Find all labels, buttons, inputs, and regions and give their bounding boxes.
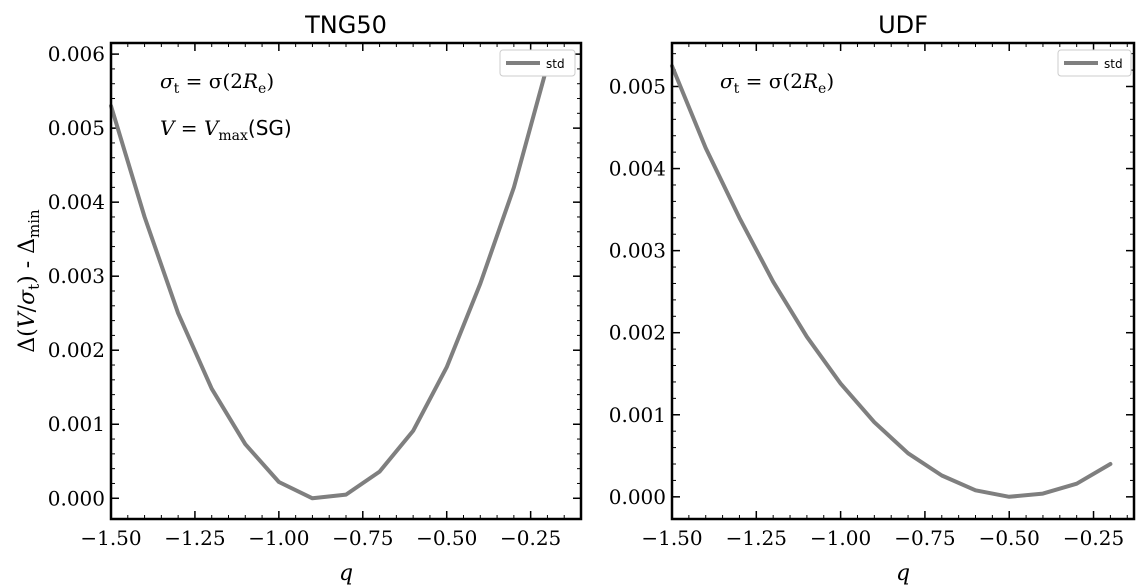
series-lines [109,63,550,501]
x-tick-label: −1.50 [80,526,141,550]
panel-title: UDF [878,11,928,39]
y-tick-marks [672,53,1134,498]
y-tick-label: 0.006 [48,42,105,66]
series-lines [670,64,1113,499]
plot-frame [109,41,583,521]
legend-label: std [546,57,565,71]
y-axis-label: Δ(V/σt) - Δmin [15,209,43,353]
x-tick-label: −0.25 [1063,526,1124,550]
x-tick-label: −1.50 [641,526,702,550]
y-tick-label: 0.001 [48,412,105,436]
x-tick-label: −1.25 [726,526,787,550]
y-tick-label: 0.003 [609,239,666,263]
panel-tng50: TNG50 0.0000.0010.0020.0030.0040.0050.00… [15,11,583,585]
x-tick-label: −0.75 [332,526,393,550]
y-tick-label: 0.002 [48,338,105,362]
x-tick-label: −0.50 [979,526,1040,550]
y-tick-label: 0.005 [609,74,666,98]
panel-udf: UDF 0.000 0.001 0.002 0.003 0.004 0.005 −1.50… [609,11,1136,585]
series-line-std [670,64,1113,499]
y-tick-label: 0.003 [48,264,105,288]
y-tick-label: 0.004 [609,157,666,181]
x-axis-label: q [896,561,910,585]
x-tick-labels: −1.50 −1.25 −1.00 −0.75 −0.50 −0.25 [641,526,1124,550]
x-tick-labels: −1.50 −1.25 −1.00 −0.75 −0.50 −0.25 [80,526,561,550]
plot-frame [670,41,1136,521]
x-tick-label: −1.25 [164,526,225,550]
x-axis-label: q [339,561,353,585]
panel-title: TNG50 [304,11,387,39]
annotation-line2: V = Vmax(SG) [160,116,292,144]
x-tick-label: −0.75 [894,526,955,550]
x-tick-label: −1.00 [810,526,871,550]
y-tick-label: 0.004 [48,190,105,214]
y-tick-label: 0.000 [609,485,666,509]
y-tick-label: 0.000 [48,486,105,510]
y-tick-labels: 0.000 0.001 0.002 0.003 0.004 0.005 [609,74,666,508]
x-tick-label: −0.50 [416,526,477,550]
y-tick-label: 0.002 [609,321,666,345]
series-line-std [109,63,550,501]
y-tick-labels: 0.000 0.001 0.002 0.003 0.004 0.005 0.006 [48,42,105,510]
x-tick-marks [110,43,565,519]
y-tick-label: 0.001 [609,403,666,427]
x-tick-label: −1.00 [248,526,309,550]
annotation-line1: σt = σ(2Re) [720,69,834,97]
legend-label: std [1104,57,1123,71]
annotation-line1: σt = σ(2Re) [160,69,274,97]
x-tick-label: −0.25 [500,526,561,550]
y-tick-label: 0.005 [48,116,105,140]
